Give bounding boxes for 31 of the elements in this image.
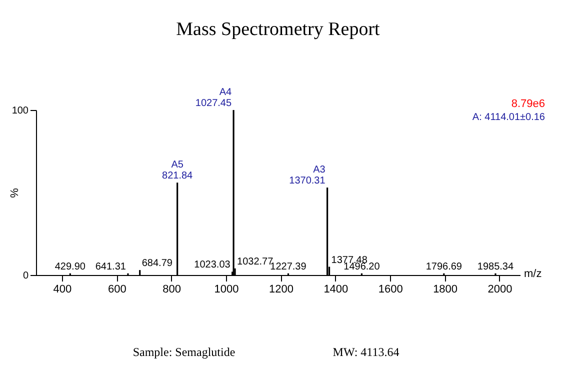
- x-tick-label: 1200: [268, 284, 294, 296]
- annotation: 1796.69: [426, 261, 462, 272]
- x-tick-label: 2000: [488, 284, 512, 296]
- annotation: A5: [171, 160, 184, 171]
- x-tick-label: 400: [53, 284, 72, 296]
- annotation: 684.79: [142, 258, 173, 270]
- x-tick-label: 600: [108, 284, 126, 296]
- annotation: 1985.34: [477, 261, 514, 272]
- text: Sample: Semaglutide: [132, 345, 236, 359]
- x-tick-label: 800: [162, 284, 182, 296]
- x-axis-title: m/z: [524, 268, 542, 280]
- x-tick-label: 1800: [433, 284, 458, 296]
- annotation: A3: [313, 164, 326, 176]
- annotation: 821.84: [162, 170, 194, 182]
- annotation: 641.31: [95, 261, 126, 272]
- annotation: A: 4114.01±0.16: [472, 112, 546, 123]
- y-tick-label: 100: [12, 106, 29, 116]
- annotation: 1370.31: [289, 176, 326, 187]
- annotation: 1027.45: [195, 98, 232, 109]
- y-axis-title: %: [8, 188, 21, 198]
- annotation: 429.90: [54, 261, 86, 272]
- text: 8.79e6: [511, 98, 545, 110]
- x-tick-label: 1600: [378, 284, 403, 296]
- text: MW: 4113.64: [332, 345, 400, 359]
- annotation: A4: [219, 87, 232, 98]
- x-tick-label: 1400: [324, 284, 348, 296]
- annotation: 1023.03: [194, 260, 231, 271]
- x-tick-label: 1000: [214, 284, 239, 296]
- y-tick-label: 0: [22, 270, 29, 282]
- annotation: 1496.20: [344, 261, 380, 272]
- chart-title: Mass Spectrometry Report: [176, 19, 381, 40]
